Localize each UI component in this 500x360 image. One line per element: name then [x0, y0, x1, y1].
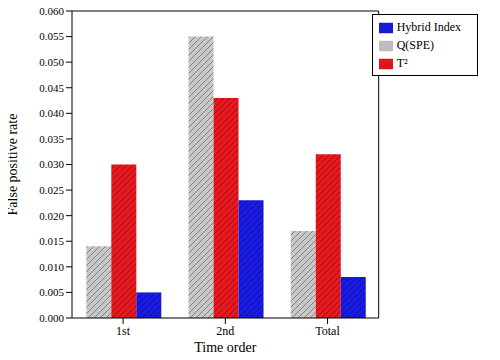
html-text:Hybrid Index: Hybrid Index	[396, 20, 461, 34]
svg-text:Time order: Time order	[194, 340, 256, 352]
html-text:T²: T²	[396, 56, 408, 70]
svg-text:False positive rate: False positive rate	[8, 114, 20, 216]
html-text:Q(SPE): Q(SPE)	[396, 38, 434, 52]
svg-text:2nd: 2nd	[216, 324, 234, 338]
svg-text:0.060: 0.060	[39, 8, 64, 17]
svg-text:0.035: 0.035	[39, 133, 64, 145]
svg-text:0.015: 0.015	[39, 235, 64, 247]
svg-text:0.055: 0.055	[39, 30, 64, 42]
svg-text:0.000: 0.000	[39, 312, 64, 324]
svg-text:0.010: 0.010	[39, 261, 64, 273]
svg-text:0.005: 0.005	[39, 286, 64, 298]
svg-text:0.025: 0.025	[39, 184, 64, 196]
svg-text:0.030: 0.030	[39, 158, 64, 170]
svg-text:0.020: 0.020	[39, 210, 64, 222]
svg-text:0.040: 0.040	[39, 107, 64, 119]
svg-text:0.050: 0.050	[39, 56, 64, 68]
svg-text:0.045: 0.045	[39, 82, 64, 94]
svg-text:1st: 1st	[116, 324, 131, 338]
svg-text:Total: Total	[315, 324, 340, 338]
